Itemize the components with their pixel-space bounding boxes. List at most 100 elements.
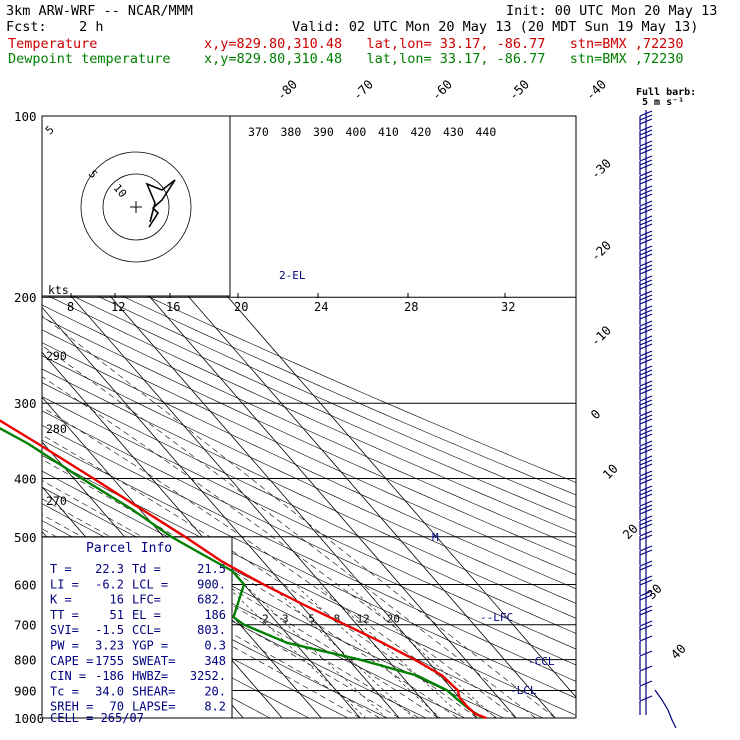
parcel-field-value: 3.23 xyxy=(95,639,124,653)
hodograph-units: kts xyxy=(48,283,69,297)
m-marker: M xyxy=(432,531,439,544)
parcel-field-value: 8.2 xyxy=(204,700,226,714)
wind-barb-flag xyxy=(639,283,653,290)
wind-barb-flag xyxy=(639,635,653,642)
mixing-ratio-label: 2 xyxy=(262,613,269,626)
isotherm-line xyxy=(42,351,361,718)
wind-barb-flag xyxy=(639,358,653,365)
wind-barb-flag xyxy=(639,403,653,410)
parcel-field-label: EL = xyxy=(132,608,161,622)
wind-barb-flag xyxy=(639,414,653,421)
wind-barb-flag xyxy=(639,200,653,207)
lfc-marker: --LFC xyxy=(480,611,513,624)
wind-barb-flag xyxy=(639,219,653,226)
wind-barb-flag xyxy=(639,223,653,230)
parcel-field-value: 682. xyxy=(197,593,226,607)
theta-label: 370 xyxy=(248,125,269,139)
wind-barb-flag xyxy=(639,395,653,402)
parcel-field-value: 51 xyxy=(110,608,124,622)
parcel-field-label: CCL= xyxy=(132,623,161,637)
wind-barb-flag xyxy=(639,185,653,192)
wind-barb-flag xyxy=(639,339,653,346)
wind-barb-flag xyxy=(639,354,653,361)
speed-tick-label: 28 xyxy=(404,300,418,314)
dry-adiabat xyxy=(42,396,576,650)
wind-barb-flag xyxy=(639,500,653,507)
wind-barb-flag xyxy=(639,144,653,151)
dry-adiabat xyxy=(42,470,544,718)
speed-tick-label: 32 xyxy=(501,300,515,314)
speed-tick-label: 24 xyxy=(314,300,328,314)
dry-adiabat xyxy=(42,329,576,575)
parcel-field-label: SWEAT= xyxy=(132,654,175,668)
wind-barbs xyxy=(639,110,677,729)
full-barb-label: Full barb: xyxy=(636,87,696,98)
pressure-label: 800 xyxy=(14,653,37,668)
moist-adiabat xyxy=(42,376,517,718)
wind-barb-flag xyxy=(639,249,653,256)
wind-barb-flag xyxy=(639,110,653,117)
isotherm-label: -30 xyxy=(588,156,615,183)
parcel-field-label: Tc = xyxy=(50,684,79,698)
theta-label: 390 xyxy=(313,125,334,139)
mixing-ratio-label: 5 xyxy=(308,613,315,626)
wind-barb-flag xyxy=(639,590,653,597)
wind-barb-flag xyxy=(639,328,653,335)
wind-barb-flag xyxy=(639,560,653,567)
dry-adiabat xyxy=(42,410,576,666)
parcel-field-label: T = xyxy=(50,562,72,576)
wind-barb-flag xyxy=(639,665,653,672)
parcel-field-value: 900. xyxy=(197,577,226,591)
isotherm-label: -80 xyxy=(274,77,301,104)
dew-location: x,y=829.80,310.48 lat,lon= 33.17, -86.77… xyxy=(204,51,684,67)
wind-barb-flag xyxy=(639,253,653,260)
parcel-field-value: -186 xyxy=(95,669,124,683)
pressure-label: 100 xyxy=(14,109,37,124)
wind-barb-flag xyxy=(639,523,653,530)
el-marker: 2-EL xyxy=(279,269,306,282)
parcel-field-value: 21.5 xyxy=(197,562,226,576)
wind-barb-flag xyxy=(639,178,653,185)
parcel-field-label: Td = xyxy=(132,562,161,576)
wind-barb-flag xyxy=(639,519,653,526)
moist-adiabat xyxy=(42,345,536,718)
wind-barb-flag xyxy=(639,275,653,282)
isotherm-label: -20 xyxy=(588,238,615,265)
forecast-hour: Fcst: 2 h xyxy=(6,19,104,35)
isotherm-line xyxy=(42,306,400,718)
wind-barb-flag xyxy=(639,418,653,425)
theta-label: 290 xyxy=(46,349,67,363)
dry-adiabat xyxy=(42,455,576,716)
parcel-field-label: SREH = xyxy=(50,700,93,714)
wind-barb-flag xyxy=(639,204,653,211)
wind-barb-flag xyxy=(639,148,653,155)
pressure-label: 600 xyxy=(14,577,37,592)
dry-adiabat xyxy=(42,368,576,619)
wind-barb-flag xyxy=(639,373,653,380)
wind-barb-flag xyxy=(639,313,653,320)
parcel-field-label: CAPE = xyxy=(50,654,93,668)
isotherm-label: 40 xyxy=(668,641,689,662)
parcel-info-panel xyxy=(41,536,233,719)
isotherm-label: -40 xyxy=(583,77,610,104)
mixing-ratio-line xyxy=(224,584,367,718)
wind-barb-flag xyxy=(639,425,653,432)
parcel-field-label: LFC= xyxy=(132,593,161,607)
wind-barb-flag xyxy=(639,290,653,297)
parcel-field-value: 3252. xyxy=(190,669,226,683)
wind-barb-flag xyxy=(639,650,653,657)
wind-barb-flag xyxy=(639,170,653,177)
isotherm-label: -70 xyxy=(350,77,377,104)
wind-barb-flag xyxy=(639,268,653,275)
moist-adiabat xyxy=(42,315,556,718)
speed-tick-label: 20 xyxy=(234,300,248,314)
wind-barb-low xyxy=(654,689,677,729)
wind-barb-flag xyxy=(639,624,653,631)
wind-barb-flag xyxy=(639,478,653,485)
wind-barb-flag xyxy=(639,369,653,376)
wind-barb-flag xyxy=(639,579,653,586)
wind-barb-flag xyxy=(639,474,653,481)
pressure-label: 200 xyxy=(14,290,37,305)
model-title: 3km ARW-WRF -- NCAR/MMM xyxy=(6,3,193,19)
